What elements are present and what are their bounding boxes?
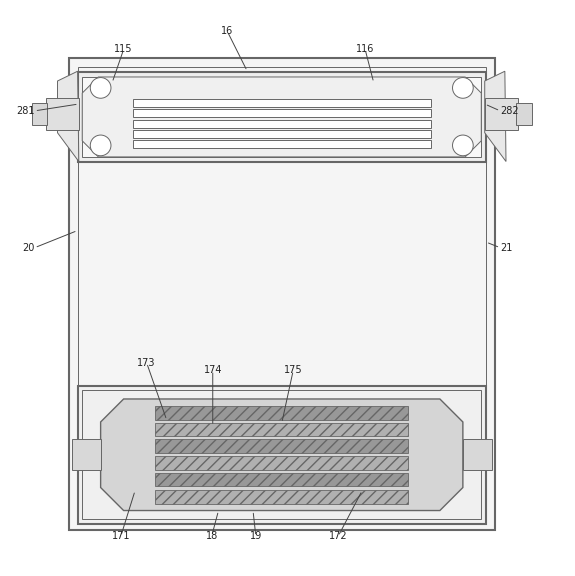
Bar (133, 130, 431, 138)
Text: 20: 20 (22, 242, 34, 253)
Bar (133, 99, 431, 107)
Bar (516, 103, 532, 125)
Text: 174: 174 (204, 365, 222, 375)
Bar (32, 103, 47, 125)
Bar (155, 490, 408, 503)
Bar (155, 423, 408, 437)
Polygon shape (485, 71, 506, 161)
Circle shape (90, 135, 111, 156)
Bar (82, 77, 481, 157)
Text: 19: 19 (250, 532, 262, 541)
Text: 116: 116 (356, 44, 374, 54)
Text: 172: 172 (329, 532, 347, 541)
Circle shape (453, 78, 473, 98)
Polygon shape (58, 71, 79, 161)
Bar (78, 67, 486, 521)
Bar (69, 58, 494, 529)
Text: 173: 173 (137, 358, 156, 367)
Bar (78, 386, 486, 524)
Bar (155, 472, 408, 486)
Bar (133, 140, 431, 148)
Circle shape (453, 135, 473, 156)
Bar (155, 406, 408, 420)
Bar (46, 98, 79, 130)
Bar (82, 391, 481, 519)
Text: 18: 18 (205, 532, 218, 541)
Bar (133, 120, 431, 127)
Bar (155, 439, 408, 453)
Bar (133, 109, 431, 118)
Text: 21: 21 (500, 242, 513, 253)
Text: 115: 115 (114, 44, 133, 54)
Polygon shape (82, 77, 481, 157)
Bar (485, 98, 518, 130)
Bar (78, 73, 486, 161)
Bar (155, 456, 408, 469)
Text: 16: 16 (221, 26, 233, 36)
Polygon shape (101, 399, 463, 510)
Text: 175: 175 (284, 365, 302, 375)
Bar (72, 439, 101, 470)
Bar (463, 439, 492, 470)
Text: 171: 171 (112, 532, 130, 541)
Text: 282: 282 (500, 106, 519, 116)
Text: 281: 281 (16, 106, 34, 116)
Circle shape (90, 78, 111, 98)
